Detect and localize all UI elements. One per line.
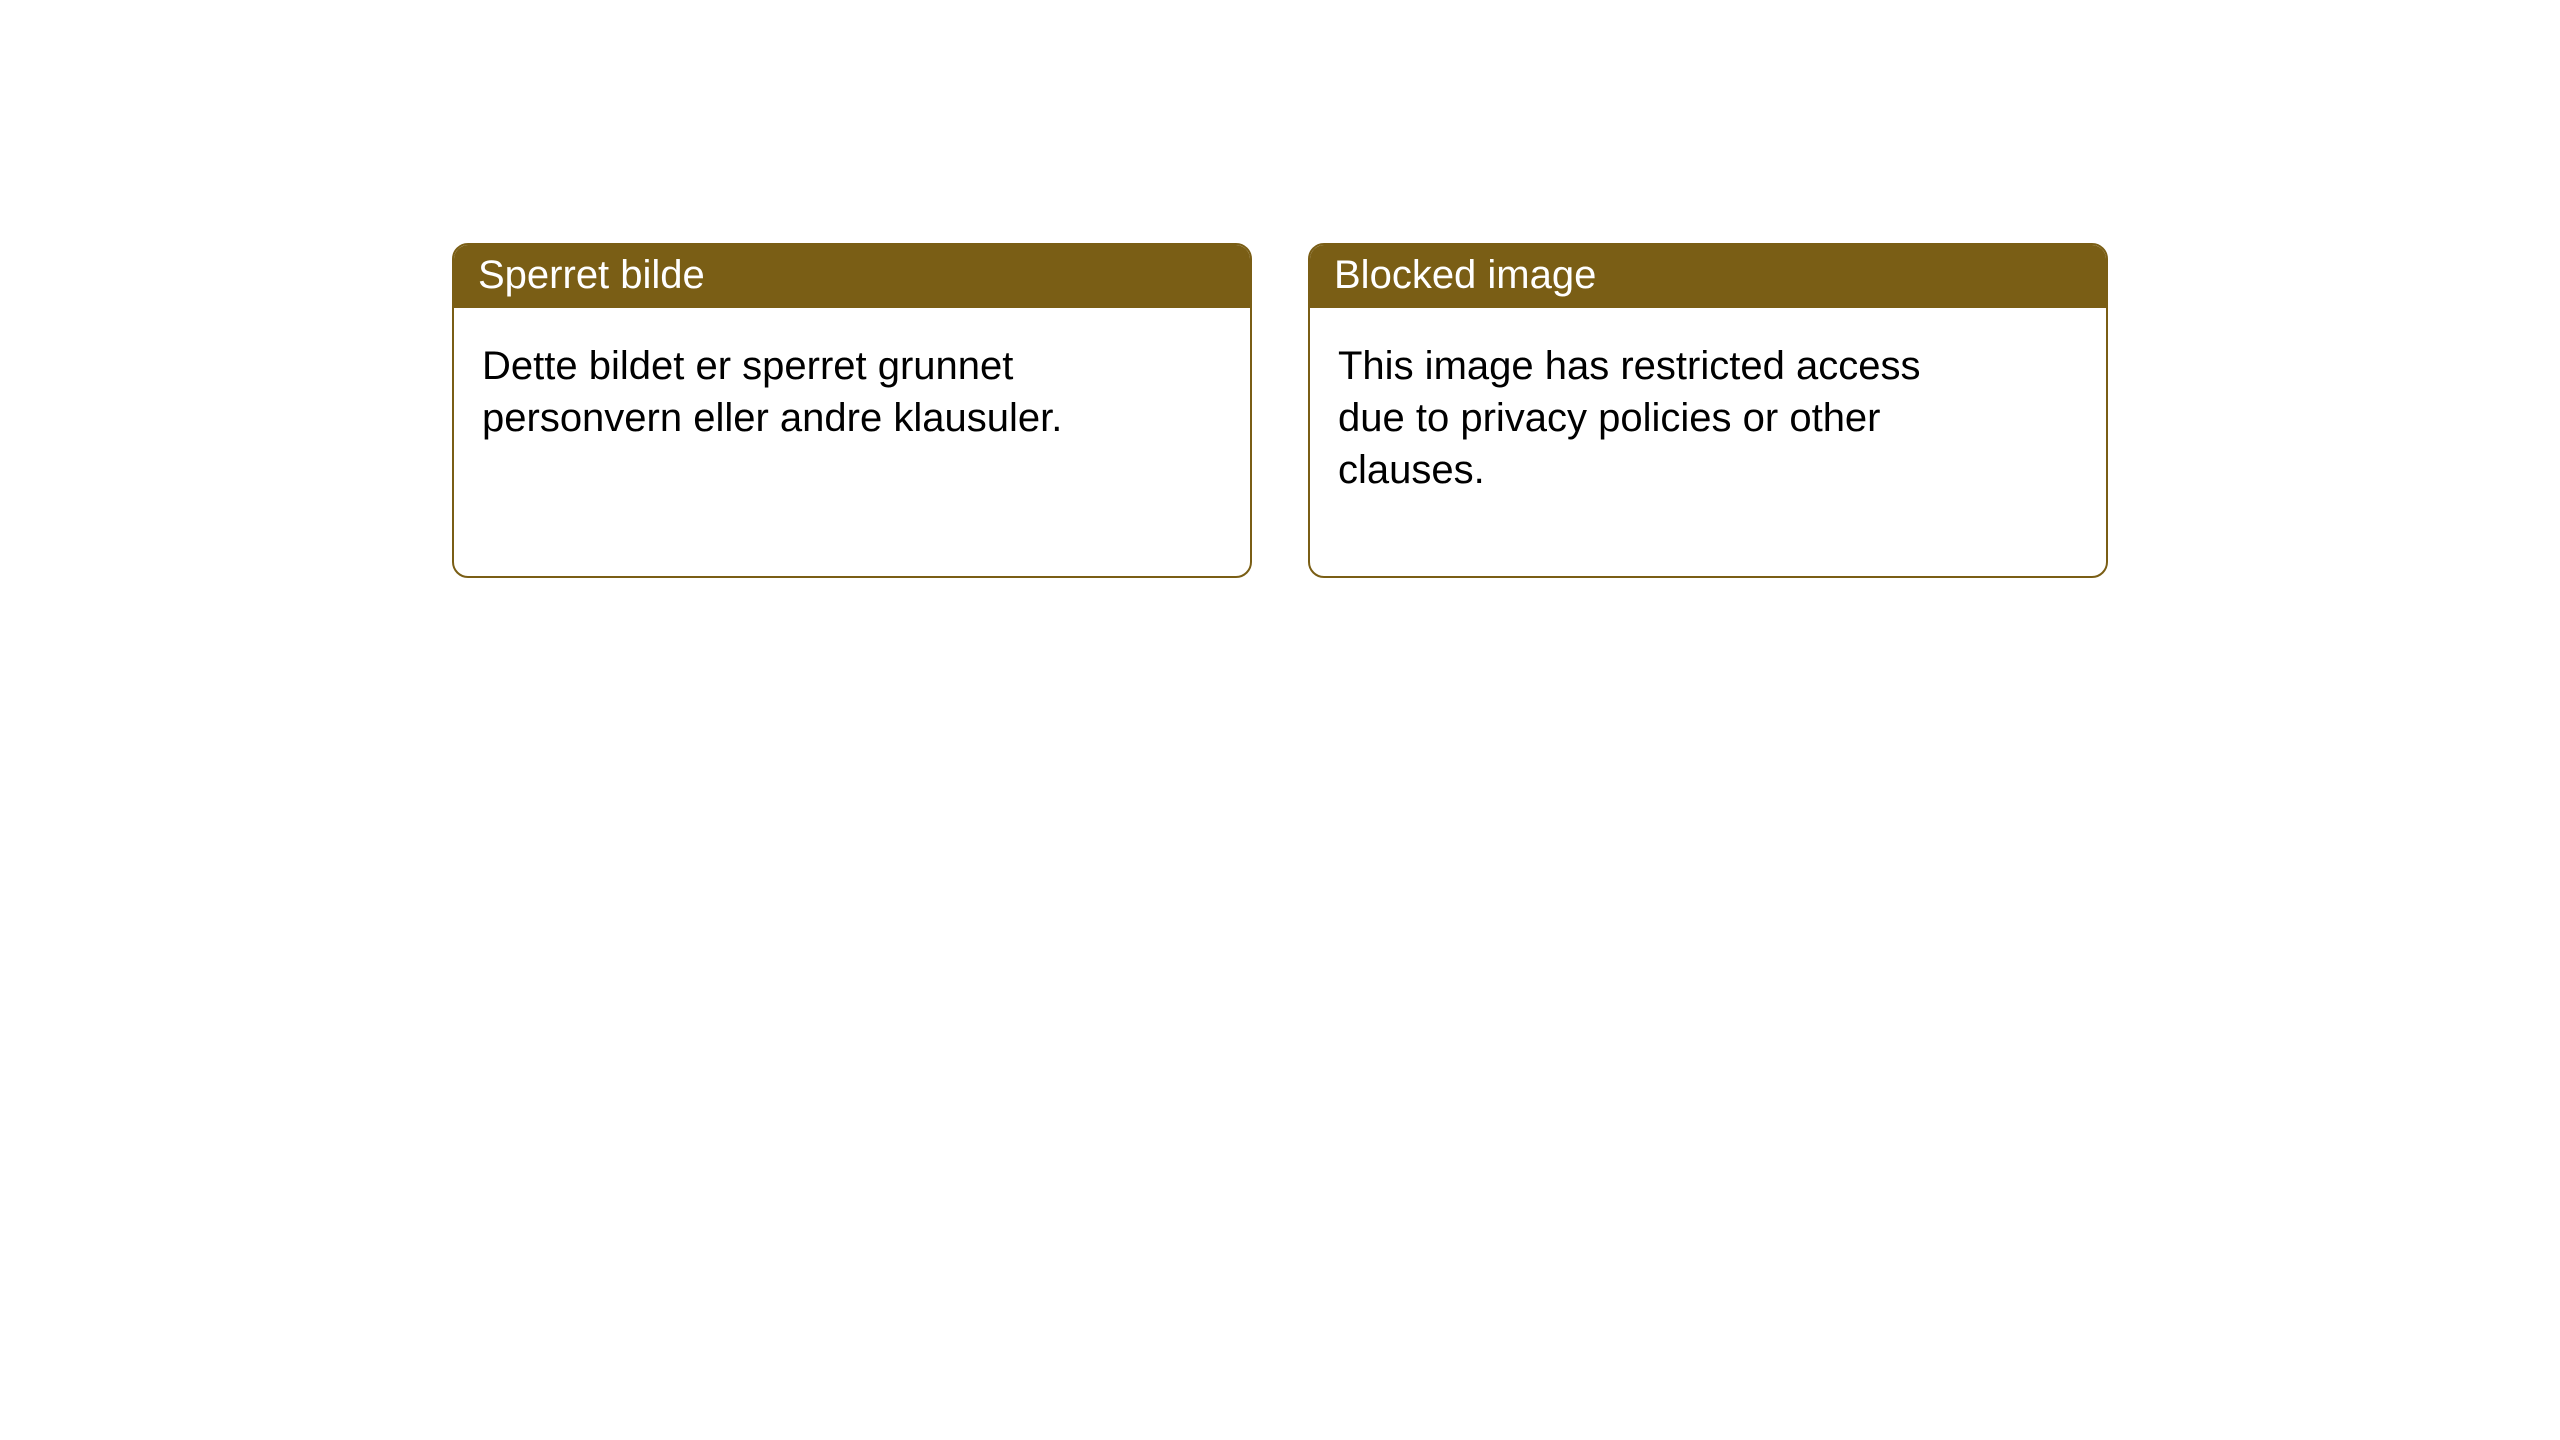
card-body-english: This image has restricted access due to … — [1310, 308, 2010, 528]
card-message-norwegian: Dette bildet er sperret grunnet personve… — [482, 344, 1062, 440]
card-message-english: This image has restricted access due to … — [1338, 344, 1920, 492]
card-body-norwegian: Dette bildet er sperret grunnet personve… — [454, 308, 1154, 476]
card-header-english: Blocked image — [1310, 245, 2106, 308]
card-title-norwegian: Sperret bilde — [478, 253, 705, 297]
blocked-image-notices: Sperret bilde Dette bildet er sperret gr… — [452, 243, 2108, 578]
card-title-english: Blocked image — [1334, 253, 1596, 297]
card-norwegian: Sperret bilde Dette bildet er sperret gr… — [452, 243, 1252, 578]
card-english: Blocked image This image has restricted … — [1308, 243, 2108, 578]
card-header-norwegian: Sperret bilde — [454, 245, 1250, 308]
